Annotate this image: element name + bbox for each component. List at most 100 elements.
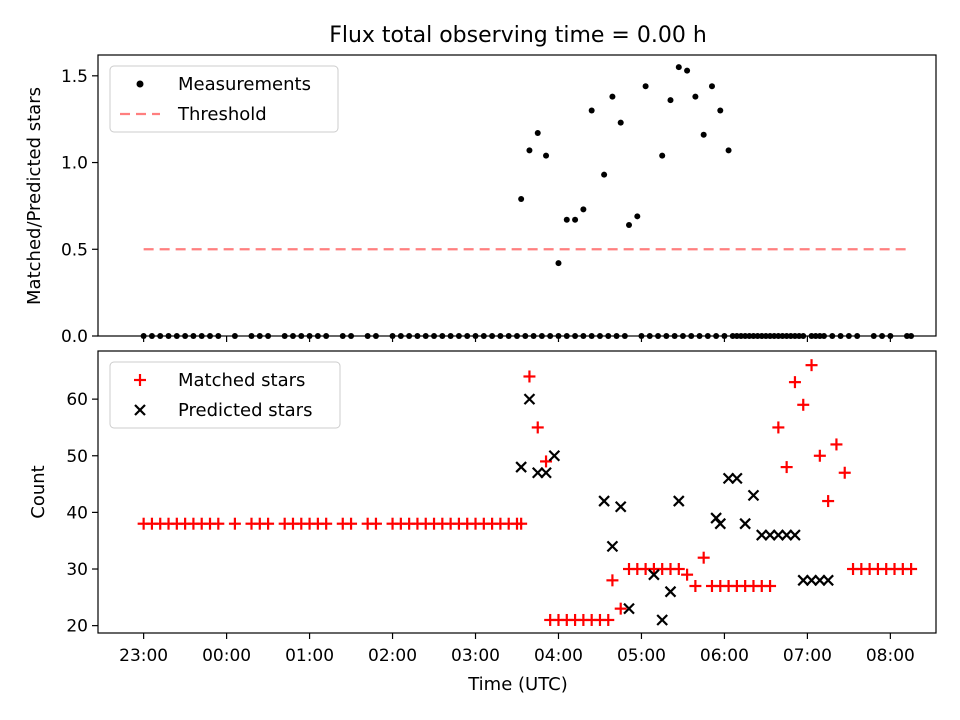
measurement-point [439, 333, 446, 339]
measurement-point [708, 83, 715, 90]
measurement-point [725, 147, 732, 154]
measurement-point [480, 333, 487, 339]
predicted-star-point [814, 574, 826, 587]
measurement-point [613, 333, 620, 339]
predicted-star-point [797, 574, 810, 587]
measurement-point [837, 333, 844, 339]
measurement-point [422, 333, 429, 339]
predicted-star-point [764, 529, 776, 541]
predicted-star-point [523, 393, 536, 405]
measurement-point [190, 333, 197, 339]
matched-star-point [697, 551, 710, 564]
matched-star-point [515, 517, 528, 530]
measurement-point [364, 333, 371, 339]
x-tick-label: 05:00 [617, 646, 666, 666]
measurement-point [675, 64, 682, 71]
measurement-point [580, 206, 587, 213]
predicted-star-point [755, 529, 768, 541]
measurement-point [663, 333, 670, 339]
matched-star-point [531, 421, 544, 434]
legend-threshold-label: Threshold [177, 104, 267, 125]
predicted-star-point [540, 466, 552, 479]
matched-star-point [805, 359, 818, 372]
matched-star-point [606, 574, 619, 587]
measurement-point [879, 333, 886, 339]
matched-star-point [830, 438, 843, 451]
measurement-point [854, 333, 861, 339]
measurement-point [265, 333, 272, 339]
measurement-point [522, 333, 529, 339]
measurement-point [534, 130, 541, 137]
x-tick-label: 23:00 [119, 646, 168, 666]
measurement-point [783, 333, 790, 339]
measurement-point [754, 333, 761, 339]
measurement-point [588, 107, 595, 114]
top-panel: 0.0 0.5 1.0 1.5 Matched/Predicted stars Mea… [24, 54, 937, 347]
measurement-point [563, 216, 570, 223]
measurement-point [787, 333, 794, 339]
measurement-point [348, 333, 355, 339]
matched-star-point [369, 517, 382, 530]
measurement-point [323, 333, 330, 339]
bottom-plot-area [97, 350, 937, 634]
x-axis-label: Time (UTC) [467, 674, 568, 695]
measurement-point [538, 333, 545, 339]
measurement-point [431, 333, 438, 339]
matched-star-point [320, 517, 333, 530]
predicted-star-point [789, 529, 801, 541]
measurement-point [779, 333, 786, 339]
measurement-point [173, 333, 180, 339]
measurement-point [659, 152, 666, 159]
bottom-star-counts [137, 359, 918, 626]
measurement-point [547, 333, 554, 339]
legend-matched-marker [134, 374, 146, 386]
measurement-point [406, 333, 413, 339]
measurement-point [903, 333, 910, 339]
measurement-point [339, 333, 346, 339]
measurement-point [621, 333, 628, 339]
y-tick-label: 40 [66, 503, 88, 523]
measurement-point [820, 333, 827, 339]
measurement-point [148, 333, 155, 339]
measurement-point [684, 67, 691, 74]
predicted-star-point [747, 489, 760, 502]
matched-star-point [822, 495, 835, 508]
x-tick-label: 01:00 [285, 646, 334, 666]
top-y-axis: 0.0 0.5 1.0 1.5 [61, 67, 98, 347]
measurement-point [289, 333, 296, 339]
measurement-point [497, 333, 504, 339]
matched-star-point [228, 517, 241, 530]
measurement-point [800, 333, 807, 339]
matched-star-point [602, 613, 615, 626]
legend-predicted-marker [134, 404, 146, 416]
measurement-point [713, 333, 720, 339]
measurement-point [762, 333, 769, 339]
predicted-star-point [606, 540, 619, 553]
predicted-star-point [822, 574, 834, 587]
matched-star-point [262, 517, 275, 530]
measurement-point [791, 333, 798, 339]
measurement-point [580, 333, 587, 339]
predicted-star-point [656, 614, 668, 626]
x-tick-label: 03:00 [451, 646, 500, 666]
measurement-point [447, 333, 454, 339]
measurement-point [572, 333, 579, 339]
measurement-point [256, 333, 263, 339]
x-tick-label: 08:00 [866, 646, 915, 666]
measurement-point [721, 333, 728, 339]
measurement-point [489, 333, 496, 339]
chart-title: Flux total observing time = 0.00 h [329, 23, 707, 48]
measurement-point [514, 333, 520, 339]
matched-star-point [212, 517, 225, 530]
measurement-point [207, 333, 214, 339]
measurement-point [829, 333, 836, 339]
measurement-point [397, 333, 404, 339]
measurement-point [655, 333, 662, 339]
bottom-legend-box [109, 361, 341, 429]
measurement-point [505, 333, 512, 339]
predicted-star-point [548, 449, 561, 462]
x-tick-label: 07:00 [783, 646, 832, 666]
predicted-star-point [772, 529, 785, 541]
y-tick-label: 60 [66, 390, 88, 410]
measurement-point [634, 213, 641, 220]
